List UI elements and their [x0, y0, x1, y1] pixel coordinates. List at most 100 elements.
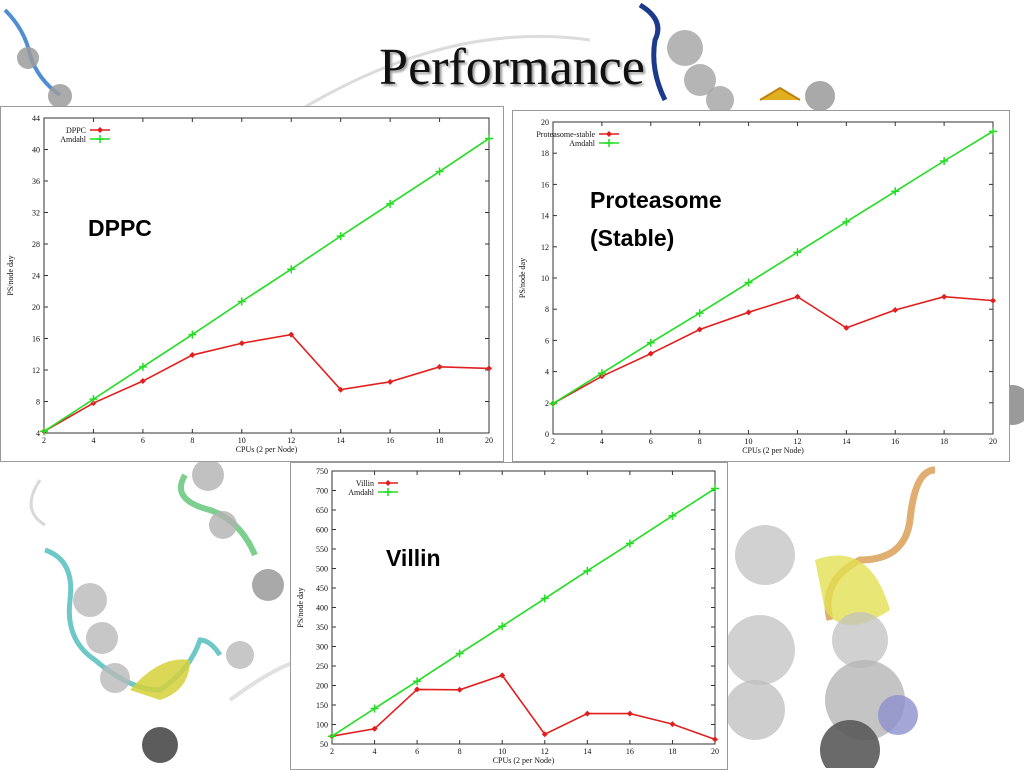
- data-point-amdahl: [485, 134, 493, 143]
- data-point-amdahl: [891, 187, 900, 196]
- atom-sphere: [735, 525, 795, 585]
- data-point-measured: [712, 736, 718, 743]
- y-tick-label: 12: [32, 366, 40, 375]
- y-tick-label: 28: [32, 240, 40, 249]
- y-tick-label: 18: [541, 149, 549, 158]
- chart-label-villin: Villin: [386, 545, 441, 571]
- protein-ribbon-yellow: [759, 86, 801, 101]
- data-point-amdahl: [711, 484, 719, 493]
- chart-villin: 50 100 150 200 250 300 350 400 450 500 550 600 650 70…: [296, 467, 719, 765]
- chart-panel-proteasome: 0 2 4 6 8 10 12 14 16 18 20 2 4 6 8 10 12 14 16 18 20 CPUs (2…: [512, 110, 1010, 462]
- x-tick-label: 18: [940, 437, 948, 446]
- data-point-measured: [541, 731, 548, 738]
- y-tick-label: 16: [541, 180, 549, 189]
- data-point-measured: [626, 710, 633, 717]
- x-tick-label: 20: [485, 436, 493, 445]
- chart-panel-villin: 50 100 150 200 250 300 350 400 450 500 550 600 650 70…: [290, 462, 728, 770]
- y-tick-label: 600: [316, 526, 328, 535]
- data-point-amdahl: [455, 649, 464, 658]
- atom-sphere: [820, 720, 880, 768]
- y-tick-label: 450: [316, 584, 328, 593]
- y-tick-label: 0: [545, 430, 549, 439]
- y-axis-label: PS/node day: [6, 255, 15, 295]
- data-point-measured: [238, 340, 245, 347]
- chart-label-proteasome: Proteasome (Stable): [590, 187, 722, 251]
- y-tick-label: 500: [316, 565, 328, 574]
- x-tick-label: 8: [698, 437, 702, 446]
- data-point-amdahl: [793, 248, 802, 257]
- legend-label: Amdahl: [569, 139, 596, 148]
- legend-marker: [96, 135, 104, 143]
- atom-sphere: [252, 569, 284, 601]
- data-point-measured: [990, 297, 996, 304]
- data-point-amdahl: [744, 278, 753, 287]
- atom-sphere: [209, 511, 237, 539]
- y-tick-label: 12: [541, 243, 549, 252]
- atom-sphere: [192, 459, 224, 491]
- data-point-measured: [669, 721, 676, 728]
- y-tick-label: 24: [32, 272, 40, 281]
- x-tick-label: 2: [551, 437, 555, 446]
- y-tick-label: 10: [541, 274, 549, 283]
- y-tick-label: 50: [320, 740, 328, 749]
- data-point-measured: [337, 386, 344, 393]
- series-line-measured: [331, 674, 716, 741]
- data-point-amdahl: [498, 622, 507, 631]
- data-point-measured: [794, 293, 801, 300]
- data-point-measured: [499, 672, 506, 679]
- y-tick-label: 2: [545, 399, 549, 408]
- chart-label-dppc: DPPC: [88, 215, 152, 241]
- x-tick-label: 10: [498, 747, 506, 756]
- data-point-measured: [371, 725, 378, 732]
- series-line-amdahl: [552, 130, 994, 405]
- atom-sphere: [878, 695, 918, 735]
- y-tick-label: 700: [316, 487, 328, 496]
- data-point-amdahl: [435, 167, 444, 176]
- atom-sphere: [100, 663, 130, 693]
- y-tick-label: 40: [32, 146, 40, 155]
- y-tick-label: 44: [32, 114, 40, 123]
- data-point-measured: [414, 686, 421, 693]
- y-tick-label: 8: [545, 305, 549, 314]
- y-tick-label: 200: [316, 682, 328, 691]
- atom-sphere: [667, 30, 703, 66]
- atom-sphere: [725, 615, 795, 685]
- atom-sphere: [226, 641, 254, 669]
- legend-label: Villin: [356, 479, 374, 488]
- x-tick-label: 6: [141, 436, 145, 445]
- atom-sphere: [142, 727, 178, 763]
- y-tick-label: 750: [316, 467, 328, 476]
- x-tick-label: 10: [745, 437, 753, 446]
- series-line-amdahl: [331, 487, 716, 737]
- y-tick-label: 20: [32, 303, 40, 312]
- data-point-amdahl: [625, 539, 634, 548]
- atom-sphere: [86, 622, 118, 654]
- x-tick-label: 18: [436, 436, 444, 445]
- y-tick-label: 16: [32, 335, 40, 344]
- series-line-amdahl: [43, 137, 490, 433]
- y-tick-label: 100: [316, 721, 328, 730]
- x-tick-label: 2: [330, 747, 334, 756]
- legend-marker: [605, 139, 613, 147]
- atom-sphere: [706, 86, 734, 114]
- y-tick-label: 6: [545, 336, 549, 345]
- legend-marker: [385, 480, 391, 486]
- x-tick-label: 18: [668, 747, 676, 756]
- data-point-amdahl: [237, 297, 246, 306]
- x-tick-label: 12: [287, 436, 295, 445]
- data-point-amdahl: [40, 427, 48, 436]
- y-tick-label: 14: [541, 212, 549, 221]
- data-point-measured: [745, 309, 752, 316]
- chart-panel-dppc: 4 8 12 16 20 24 28 32 36 40 44 2 4 6 8 10 12 14 16 18 20 CPUs…: [0, 106, 504, 462]
- y-tick-label: 250: [316, 662, 328, 671]
- data-point-amdahl: [89, 395, 98, 404]
- data-point-measured: [696, 326, 703, 333]
- plot-frame: [331, 470, 716, 745]
- x-tick-label: 16: [626, 747, 634, 756]
- x-tick-label: 14: [583, 747, 591, 756]
- protein-ribbon-left-bottom: [44, 547, 223, 693]
- data-point-amdahl: [336, 232, 345, 241]
